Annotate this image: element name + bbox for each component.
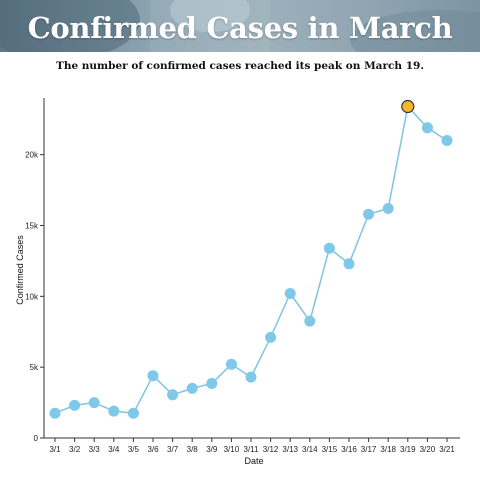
data-point[interactable] (343, 258, 355, 270)
x-tick-label: 3/11 (244, 445, 260, 454)
banner-background-graphic (0, 0, 480, 52)
peak-data-point[interactable] (401, 99, 415, 114)
data-point[interactable] (147, 370, 159, 382)
x-tick-label: 3/17 (361, 445, 377, 454)
data-point[interactable] (382, 203, 394, 214)
data-point[interactable] (441, 135, 453, 146)
x-tick-label: 3/3 (89, 445, 101, 454)
data-point[interactable] (206, 378, 218, 389)
data-point[interactable] (108, 405, 120, 417)
x-tick-label: 3/15 (322, 445, 338, 454)
y-tick-label: 10k (25, 292, 39, 301)
x-tick-label: 3/14 (302, 445, 318, 454)
x-tick-label: 3/16 (341, 445, 357, 454)
x-tick-label: 3/7 (167, 445, 179, 454)
x-tick-label: 3/10 (224, 445, 240, 454)
x-axis-title: Date (244, 456, 263, 466)
x-tick-label: 3/2 (69, 445, 81, 454)
data-point[interactable] (225, 358, 237, 370)
x-tick-label: 3/18 (380, 445, 396, 454)
x-tick-label: 3/4 (108, 445, 120, 454)
data-point[interactable] (167, 389, 179, 401)
data-point[interactable] (69, 399, 81, 411)
title-banner: Confirmed Cases in March (0, 0, 480, 52)
data-point[interactable] (49, 407, 61, 419)
y-tick-label: 0 (34, 434, 39, 443)
series-line (54, 104, 448, 415)
data-point[interactable] (421, 122, 433, 134)
x-tick-label: 3/1 (49, 445, 61, 454)
y-axis-title: Confirmed Cases (15, 235, 25, 305)
data-point[interactable] (186, 382, 198, 394)
data-point[interactable] (88, 397, 100, 409)
x-tick-label: 3/9 (206, 445, 218, 454)
x-tick-label: 3/13 (282, 445, 298, 454)
chart-axes (40, 98, 460, 442)
y-tick-label: 20k (25, 151, 39, 160)
x-tick-label: 3/19 (400, 445, 416, 454)
data-point[interactable] (304, 315, 316, 327)
data-point[interactable] (323, 242, 335, 254)
data-point[interactable] (127, 407, 139, 419)
y-tick-label: 15k (25, 222, 39, 231)
data-point[interactable] (245, 371, 257, 383)
data-point[interactable] (284, 288, 296, 299)
x-tick-label: 3/5 (128, 445, 140, 454)
x-tick-label: 3/12 (263, 445, 279, 454)
data-point[interactable] (265, 331, 277, 343)
page-title: Confirmed Cases in March (27, 11, 453, 45)
chart-subtitle: The number of confirmed cases reached it… (56, 60, 424, 72)
axis-labels-group: 0 5k 10k 15k 20k 3/1 3/2 3/3 3/4 3/5 3/6 3/7 3/8 3/9 3… (15, 151, 455, 466)
data-point[interactable] (363, 208, 375, 220)
y-tick-label: 5k (30, 363, 39, 372)
x-tick-label: 3/21 (439, 445, 455, 454)
x-tick-label: 3/8 (187, 445, 199, 454)
data-points-group (49, 99, 453, 419)
series-line-group (54, 104, 448, 415)
x-tick-label: 3/6 (147, 445, 159, 454)
x-tick-label: 3/20 (420, 445, 436, 454)
